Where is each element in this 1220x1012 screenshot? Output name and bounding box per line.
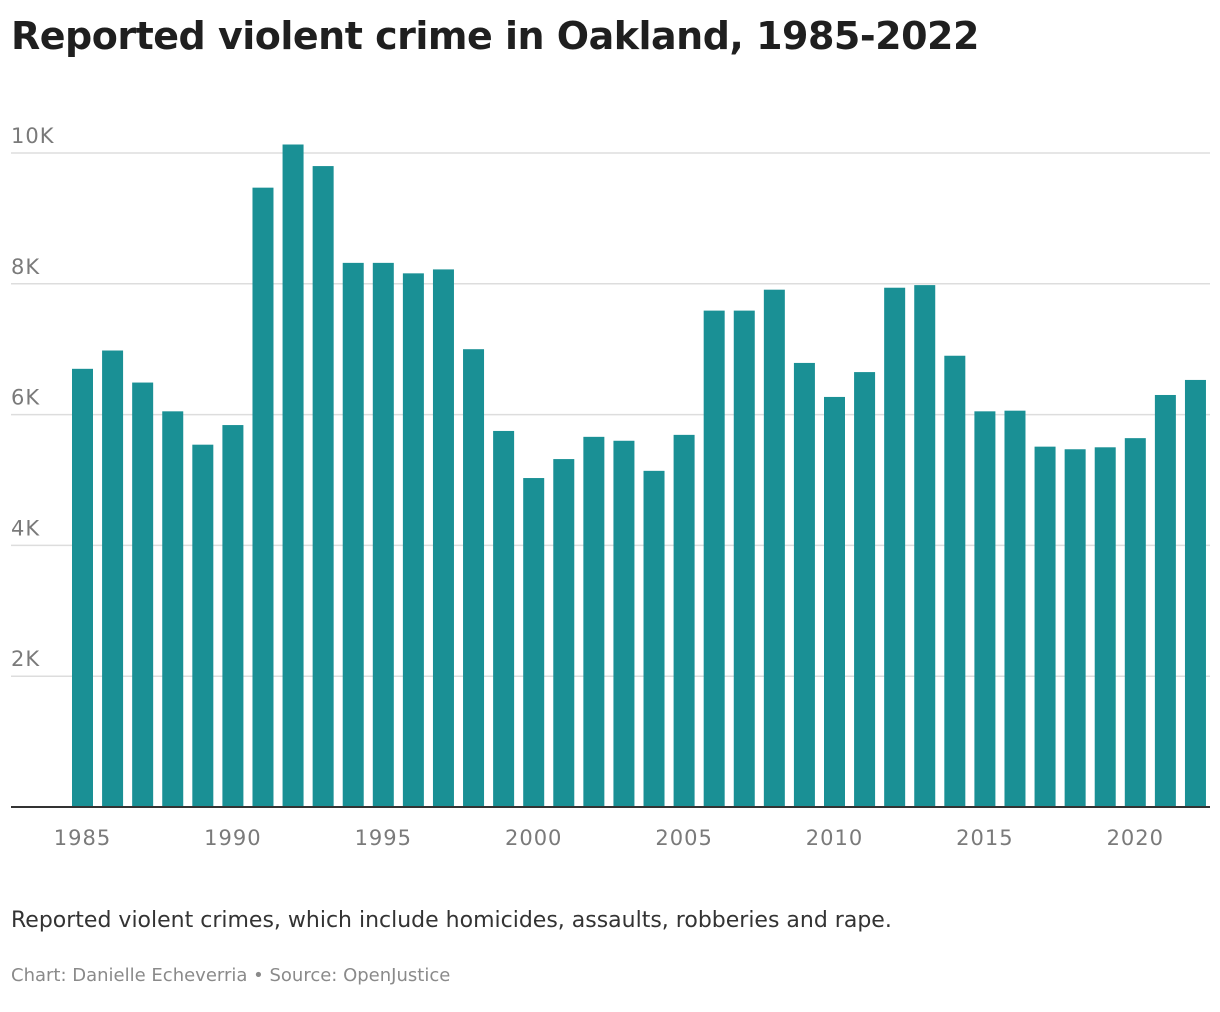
bar-2014 bbox=[944, 355, 966, 807]
bars bbox=[72, 144, 1206, 808]
x-tick-label: 1990 bbox=[204, 826, 261, 850]
bar-1990 bbox=[222, 425, 244, 807]
bar-2013 bbox=[914, 285, 936, 807]
bar-2017 bbox=[1034, 446, 1056, 807]
bar-1994 bbox=[342, 262, 364, 807]
bar-2016 bbox=[1004, 410, 1026, 807]
x-tick-label: 1995 bbox=[355, 826, 412, 850]
bar-1987 bbox=[132, 382, 154, 807]
bar-1991 bbox=[252, 187, 274, 807]
bar-2002 bbox=[583, 436, 605, 807]
bar-1995 bbox=[372, 262, 394, 807]
x-tick-label: 1985 bbox=[54, 826, 111, 850]
bar-2000 bbox=[523, 478, 545, 807]
bar-2008 bbox=[763, 289, 785, 807]
bar-1997 bbox=[432, 269, 454, 807]
bar-2020 bbox=[1124, 438, 1146, 807]
bar-2003 bbox=[613, 440, 635, 807]
x-tick-labels: 1985 1990 1995 2000 2005 2010 2015 2020 bbox=[54, 826, 1164, 850]
y-tick-label: 6K bbox=[11, 386, 40, 410]
bar-2009 bbox=[793, 362, 815, 807]
x-tick-label: 2000 bbox=[505, 826, 562, 850]
bar-2007 bbox=[733, 310, 755, 807]
bar-2011 bbox=[854, 372, 876, 807]
bar-2005 bbox=[673, 434, 695, 807]
y-tick-label: 2K bbox=[11, 647, 40, 671]
x-tick-label: 2005 bbox=[655, 826, 712, 850]
chart-credit: Chart: Danielle Echeverria • Source: Ope… bbox=[11, 965, 451, 986]
bar-2018 bbox=[1064, 449, 1086, 807]
bar-2021 bbox=[1154, 394, 1176, 807]
x-tick-label: 2015 bbox=[956, 826, 1013, 850]
chart-title: Reported violent crime in Oakland, 1985-… bbox=[11, 14, 979, 58]
bar-1993 bbox=[312, 166, 334, 807]
y-tick-label: 8K bbox=[11, 255, 40, 279]
bar-2015 bbox=[974, 411, 996, 807]
bar-1996 bbox=[402, 273, 424, 808]
bar-2010 bbox=[824, 396, 845, 807]
bar-chart: 2K 4K 6K 8K 10K 1985 1990 1995 2000 2005 2010 2015… bbox=[11, 124, 1210, 850]
bar-2004 bbox=[643, 470, 665, 807]
bar-1992 bbox=[282, 144, 304, 807]
bar-2022 bbox=[1184, 379, 1206, 807]
bar-2006 bbox=[703, 310, 725, 807]
chart-caption: Reported violent crimes, which include h… bbox=[11, 908, 892, 933]
bar-1985 bbox=[72, 368, 93, 807]
x-tick-label: 2010 bbox=[806, 826, 863, 850]
bar-1999 bbox=[493, 430, 515, 807]
bar-2019 bbox=[1094, 447, 1116, 807]
bar-1998 bbox=[463, 349, 485, 807]
y-tick-labels: 2K 4K 6K 8K 10K bbox=[11, 124, 55, 671]
y-tick-label: 10K bbox=[11, 124, 55, 148]
bar-1989 bbox=[192, 444, 214, 807]
bar-2001 bbox=[553, 459, 575, 807]
bar-2012 bbox=[884, 287, 906, 808]
bar-1986 bbox=[102, 350, 124, 807]
y-tick-label: 4K bbox=[11, 516, 40, 540]
bar-1988 bbox=[162, 411, 184, 807]
gridlines bbox=[11, 152, 1210, 677]
x-tick-label: 2020 bbox=[1107, 826, 1164, 850]
